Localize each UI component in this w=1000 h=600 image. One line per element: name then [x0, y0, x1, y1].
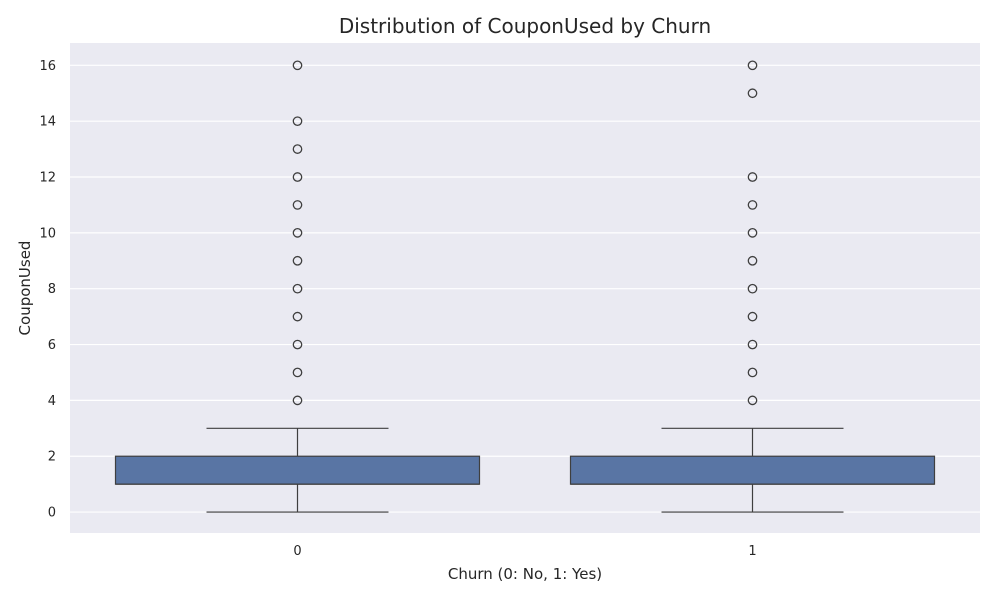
outlier-point — [292, 172, 303, 182]
outlier-point — [747, 172, 758, 182]
outlier-point — [292, 395, 303, 406]
outlier-point — [747, 228, 758, 238]
outlier-point — [292, 311, 303, 322]
outlier-point — [747, 395, 758, 406]
x-tick-label: 0 — [293, 544, 301, 559]
box-group — [569, 60, 936, 513]
outlier-point — [747, 367, 758, 378]
outlier-point — [292, 200, 303, 210]
outlier-point — [747, 88, 758, 99]
y-tick-label: 8 — [48, 282, 56, 297]
outlier-point — [292, 116, 303, 127]
y-tick-label: 10 — [39, 226, 56, 241]
y-tick-label: 6 — [48, 338, 56, 353]
y-tick-label: 14 — [39, 115, 56, 130]
outlier-point — [292, 60, 303, 71]
outlier-point — [292, 283, 303, 294]
y-axis-label: CouponUsed — [16, 241, 34, 336]
outlier-point — [292, 367, 303, 378]
outlier-point — [292, 144, 303, 154]
outlier-point — [747, 283, 758, 294]
box-iqr — [114, 455, 481, 485]
y-tick-label: 4 — [48, 394, 56, 409]
outlier-point — [292, 228, 303, 238]
chart-title: Distribution of CouponUsed by Churn — [339, 14, 711, 38]
outlier-point — [747, 255, 758, 266]
y-tick-label: 16 — [39, 59, 56, 74]
y-tick-label: 12 — [39, 171, 56, 186]
box-iqr — [569, 455, 936, 485]
outlier-point — [747, 339, 758, 350]
x-tick-label: 1 — [748, 544, 756, 559]
outlier-point — [747, 200, 758, 210]
y-tick-label: 0 — [48, 506, 56, 521]
outlier-point — [747, 311, 758, 322]
outlier-point — [292, 255, 303, 266]
outlier-point — [292, 339, 303, 350]
x-axis-label: Churn (0: No, 1: Yes) — [448, 565, 602, 583]
outlier-point — [747, 60, 758, 71]
box-group — [114, 60, 481, 513]
y-axis-ticks: 0 2 4 6 8 10 12 14 16 — [39, 59, 56, 521]
boxes — [114, 60, 936, 513]
plot-area — [70, 43, 980, 533]
y-tick-label: 2 — [48, 450, 56, 465]
